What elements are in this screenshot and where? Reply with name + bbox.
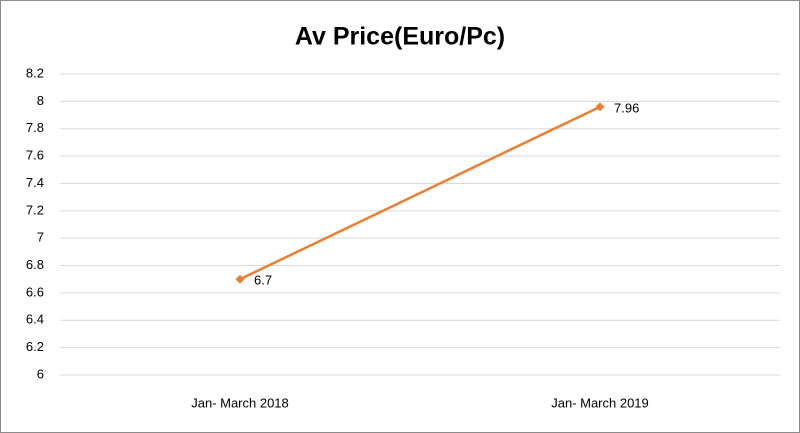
chart-title: Av Price(Euro/Pc) bbox=[295, 23, 505, 51]
y-tick-label: 7.6 bbox=[26, 148, 44, 163]
x-tick-label: Jan- March 2019 bbox=[551, 395, 649, 410]
x-tick-label: Jan- March 2018 bbox=[191, 395, 289, 410]
data-label: 7.96 bbox=[614, 100, 639, 115]
y-tick-label: 7.8 bbox=[26, 120, 44, 135]
data-label: 6.7 bbox=[254, 273, 272, 288]
y-tick-label: 8 bbox=[37, 93, 44, 108]
y-tick-label: 6.2 bbox=[26, 339, 44, 354]
y-tick-label: 6.4 bbox=[26, 312, 44, 327]
y-tick-label: 6.6 bbox=[26, 284, 44, 299]
line bbox=[239, 105, 601, 281]
y-tick-label: 8.2 bbox=[26, 65, 44, 80]
y-tick-label: 7 bbox=[37, 230, 44, 245]
marker bbox=[595, 102, 605, 112]
y-tick-label: 6.8 bbox=[26, 257, 44, 272]
y-tick-label: 7.4 bbox=[26, 175, 44, 190]
y-tick-label: 7.2 bbox=[26, 202, 44, 217]
y-tick-label: 6 bbox=[37, 366, 44, 381]
marker bbox=[235, 274, 245, 284]
